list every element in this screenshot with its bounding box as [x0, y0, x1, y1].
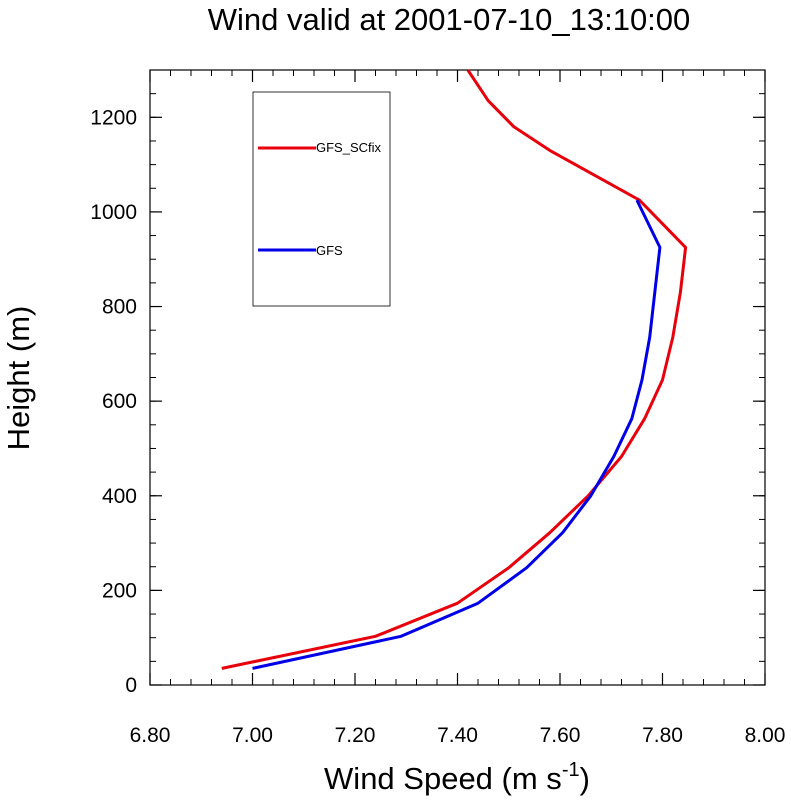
x-axis-label: Wind Speed (m s-1)	[324, 759, 590, 796]
x-tick-label: 7.60	[540, 724, 581, 747]
x-axis-label-superscript: -1	[562, 759, 580, 781]
x-tick-label: 8.00	[745, 724, 786, 747]
y-axis-label: Height (m)	[1, 306, 36, 451]
y-tick-label: 0	[125, 674, 137, 697]
x-tick-labels: 6.80 7.00 7.20 7.40 7.60 7.80 8.00	[130, 724, 786, 747]
series-line-gfs	[252, 199, 662, 670]
x-tick-label: 7.20	[335, 724, 376, 747]
y-tick-labels: 0 200 400 600 800 1000 1200	[90, 106, 137, 697]
chart-title: Wind valid at 2001-07-10_13:10:00	[208, 2, 691, 37]
axis-ticks	[149, 69, 766, 686]
plot-border	[149, 69, 766, 686]
x-axis-label-main: Wind Speed (m s	[324, 761, 562, 796]
x-tick-label: 7.80	[642, 724, 683, 747]
y-tick-label: 1200	[90, 106, 137, 129]
y-tick-label: 600	[102, 390, 137, 413]
series-layer	[221, 69, 688, 670]
x-tick-label: 7.00	[232, 724, 273, 747]
legend-box	[252, 91, 391, 307]
legend: GFS_SCfix GFS	[252, 91, 391, 307]
y-tick-label: 1000	[90, 201, 137, 224]
series-line-gfs-scfix	[221, 69, 688, 670]
y-tick-label: 800	[102, 296, 137, 319]
legend-label-gfs-scfix: GFS_SCfix	[316, 140, 382, 155]
x-tick-label: 7.40	[437, 724, 478, 747]
y-tick-label: 400	[102, 485, 137, 508]
x-tick-label: 6.80	[130, 724, 171, 747]
legend-label-gfs: GFS	[316, 243, 343, 258]
y-tick-label: 200	[102, 579, 137, 602]
plot-frame	[149, 69, 766, 686]
x-axis-label-close: )	[580, 761, 590, 796]
